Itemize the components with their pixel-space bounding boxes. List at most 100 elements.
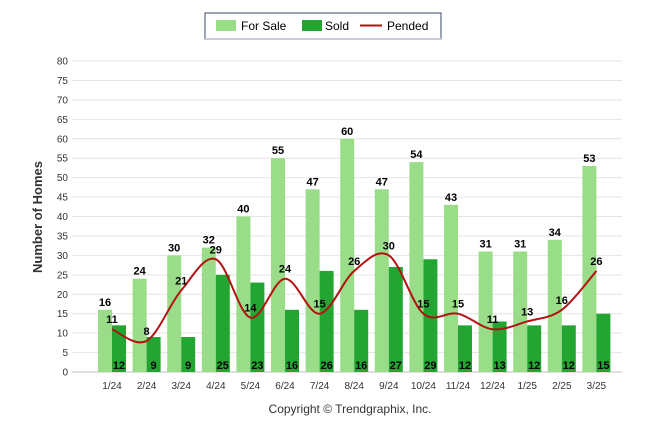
data-label-sold: 16 [355, 360, 367, 372]
data-label-pended: 16 [556, 295, 568, 307]
data-label-for-sale: 54 [410, 149, 423, 161]
data-label-pended: 8 [144, 326, 150, 338]
data-label-for-sale: 60 [341, 126, 353, 138]
bar-for-sale [340, 138, 355, 372]
copyright-footer: Copyright © Trendgraphix, Inc. [269, 402, 432, 416]
legend-label-sold: Sold [325, 19, 349, 33]
data-label-sold: 16 [286, 360, 298, 372]
bar-sold [250, 282, 265, 372]
legend-swatch-sold [302, 20, 322, 31]
data-label-for-sale: 31 [514, 238, 526, 250]
data-label-for-sale: 16 [99, 297, 111, 309]
x-tick-label: 7/24 [310, 381, 330, 392]
x-tick-labels: 1/24 2/24 3/24 4/24 5/24 6/24 7/24 8/24 9/24 10/2… [102, 381, 606, 392]
bar-for-sale [444, 204, 458, 372]
bar-for-sale [582, 165, 597, 372]
bar-for-sale [167, 255, 182, 372]
data-label-sold: 9 [185, 360, 191, 372]
data-label-for-sale: 47 [376, 176, 388, 188]
data-label-for-sale: 53 [583, 153, 595, 165]
data-label-for-sale: 31 [479, 238, 491, 250]
bar-sold [354, 309, 369, 372]
legend: For Sale Sold Pended [204, 12, 442, 40]
bar-sold [146, 337, 161, 372]
data-label-for-sale: 47 [306, 176, 318, 188]
data-label-sold: 12 [113, 360, 125, 372]
y-tick-label: 40 [57, 212, 69, 223]
bar-sold [527, 325, 542, 372]
data-label-sold: 26 [320, 360, 332, 372]
data-label-for-sale: 32 [203, 235, 215, 247]
data-label-pended: 26 [590, 256, 602, 268]
bar-sold [561, 325, 576, 372]
data-label-sold: 13 [493, 360, 505, 372]
pended-line-path [111, 252, 598, 344]
data-label-sold: 29 [424, 360, 436, 372]
data-label-pended: 11 [106, 314, 118, 326]
pended-line [111, 252, 598, 344]
bar-for-sale [374, 189, 389, 372]
bar-sold [458, 325, 472, 372]
bar-sold [319, 270, 334, 372]
y-tick-label: 30 [57, 251, 69, 262]
x-tick-label: 10/24 [411, 381, 436, 392]
bar-for-sale [236, 216, 251, 372]
data-label-sold: 12 [563, 360, 575, 372]
legend-box [204, 12, 442, 40]
data-label-sold: 12 [528, 360, 540, 372]
y-tick-label: 65 [57, 115, 69, 126]
y-tick-label: 35 [57, 231, 69, 242]
x-tick-label: 3/25 [587, 381, 607, 392]
x-tick-label: 11/24 [446, 381, 471, 392]
data-label-sold: 15 [597, 360, 609, 372]
bar-sold [492, 321, 507, 372]
bar-for-sale [271, 158, 285, 372]
bar-for-sale [409, 162, 424, 372]
data-label-pended: 15 [417, 299, 429, 311]
legend-label-for-sale: For Sale [241, 19, 287, 33]
bar-sold [388, 267, 403, 372]
x-tick-label: 5/24 [241, 381, 261, 392]
data-label-sold: 12 [459, 360, 471, 372]
data-label-for-sale: 30 [168, 242, 180, 254]
data-label-for-sale: 43 [445, 192, 457, 204]
x-tick-label: 12/24 [480, 381, 505, 392]
data-label-sold: 27 [390, 360, 402, 372]
data-label-pended: 29 [210, 244, 222, 256]
y-axis-title: Number of Homes [30, 161, 45, 273]
bar-for-sale [513, 251, 528, 372]
bar-sold [285, 309, 299, 372]
bar-sold [596, 313, 611, 372]
bar-for-sale [98, 309, 112, 372]
y-tick-labels: 0 5 10 15 20 25 30 35 40 45 50 55 60 65 70 75 80 [57, 57, 69, 379]
data-label-for-sale: 55 [272, 145, 284, 157]
bar-sold [181, 337, 196, 372]
y-tick-label: 60 [57, 134, 69, 145]
x-tick-label: 6/24 [275, 381, 295, 392]
data-label-pended: 30 [383, 240, 395, 252]
bar-for-sale [201, 247, 216, 372]
data-label-sold: 9 [151, 360, 157, 372]
data-label-for-sale: 34 [549, 227, 562, 239]
data-labels: 16 12 24 9 30 9 32 25 40 23 55 16 47 26 60 16 47 27 54 29 43… [99, 126, 610, 372]
x-tick-label: 3/24 [171, 381, 191, 392]
y-tick-label: 0 [62, 368, 68, 379]
legend-label-pended: Pended [387, 19, 428, 33]
bar-for-sale [132, 278, 147, 372]
data-label-pended: 15 [452, 299, 464, 311]
data-label-for-sale: 24 [133, 266, 146, 278]
y-tick-label: 5 [62, 348, 68, 359]
x-tick-label: 1/24 [102, 381, 122, 392]
data-label-pended: 15 [313, 299, 325, 311]
bar-sold [423, 259, 438, 372]
data-label-pended: 13 [521, 306, 533, 318]
x-tick-label: 4/24 [206, 381, 226, 392]
data-label-pended: 24 [279, 264, 292, 276]
legend-shadow [205, 38, 441, 40]
data-label-pended: 14 [244, 303, 257, 315]
y-tick-label: 50 [57, 173, 69, 184]
bar-for-sale [305, 189, 320, 372]
x-tick-label: 8/24 [344, 381, 364, 392]
y-tick-label: 80 [57, 57, 69, 68]
